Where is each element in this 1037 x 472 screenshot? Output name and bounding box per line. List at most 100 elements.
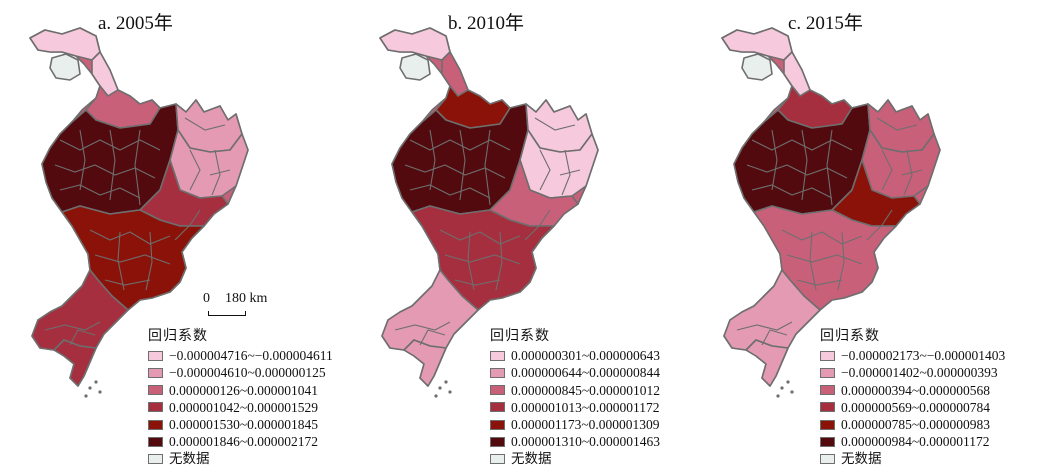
county-boundary xyxy=(404,164,506,179)
legend-swatch xyxy=(490,419,505,430)
legend-item: 0.000000845~0.000001012 xyxy=(490,382,660,399)
legend-item: 0.000000785~0.000000983 xyxy=(820,416,1005,433)
legend-label: 0.000000644~0.000000844 xyxy=(511,365,661,381)
county-boundary xyxy=(534,117,576,131)
legend-items: −0.000004716~−0.000004611 −0.000004610~0.… xyxy=(148,347,333,467)
legend-swatch xyxy=(490,402,505,413)
legend-title: 回归系数 xyxy=(148,329,208,344)
island xyxy=(776,394,780,398)
legend-item: −0.000002173~−0.000001403 xyxy=(820,347,1005,364)
legend-label: 0.000000301~0.000000643 xyxy=(511,348,661,364)
county-boundary xyxy=(69,329,96,346)
legend-items: −0.000002173~−0.000001403 −0.000001402~0.… xyxy=(820,347,1005,467)
legend-item: 0.000001846~0.000002172 xyxy=(148,433,333,450)
legend-2015: 回归系数 −0.000002173~−0.000001403 −0.0000014… xyxy=(820,328,1005,468)
legend-swatch xyxy=(820,436,835,447)
legend-label: 0.000001530~0.000001845 xyxy=(169,416,319,432)
island xyxy=(448,390,452,394)
scale-bar: 0 180 km xyxy=(203,289,283,323)
county-boundary xyxy=(771,129,833,206)
legend-label: −0.000002173~−0.000001403 xyxy=(841,348,1006,364)
legend-label: 0.000000845~0.000001012 xyxy=(511,382,661,398)
island xyxy=(434,394,438,398)
island xyxy=(786,380,790,384)
county-boundary xyxy=(796,279,843,286)
legend-swatch xyxy=(490,385,505,396)
map-regions xyxy=(29,27,249,398)
scale-zero: 0 xyxy=(203,291,210,306)
map-regions xyxy=(379,27,599,398)
county-boundary xyxy=(786,254,863,265)
panel-title: b. 2010年 xyxy=(448,13,525,34)
county-boundary xyxy=(59,184,141,199)
legend-swatch xyxy=(148,436,163,447)
zone-north-corridor xyxy=(783,51,811,97)
legend-swatch xyxy=(490,436,505,447)
zone-north-enclave xyxy=(399,53,431,81)
county-boundary xyxy=(54,164,156,179)
county-boundary xyxy=(409,184,491,199)
zone-peninsula xyxy=(53,339,97,387)
county-boundary xyxy=(524,209,551,241)
legend-swatch xyxy=(820,385,835,396)
county-boundary xyxy=(409,139,511,151)
legend-items: 0.000000301~0.000000643 0.000000644~0.000… xyxy=(490,347,660,467)
legend-swatch xyxy=(490,350,505,361)
legend-label: 0.000000569~0.000000784 xyxy=(841,399,991,415)
legend-label: −0.000004610~0.000000125 xyxy=(169,365,326,381)
island xyxy=(88,386,92,390)
map-2010 xyxy=(379,27,599,398)
county-boundary xyxy=(901,169,923,176)
county-boundary xyxy=(104,279,151,286)
legend-label: 0.000000785~0.000000983 xyxy=(841,416,991,432)
panel-title: a. 2005年 xyxy=(98,13,173,34)
county-boundary xyxy=(781,229,863,245)
legend-label: −0.000001402~0.000000393 xyxy=(841,365,998,381)
island xyxy=(780,386,784,390)
zone-central-east xyxy=(831,159,921,227)
legend-item: 0.000001310~0.000001463 xyxy=(490,433,660,450)
island xyxy=(84,394,88,398)
county-boundary xyxy=(539,149,571,196)
legend-label: 无数据 xyxy=(169,451,210,467)
legend-item: 0.000000301~0.000000643 xyxy=(490,347,660,364)
map-2015 xyxy=(721,27,941,398)
legend-swatch xyxy=(820,419,835,430)
legend-label: 0.000001310~0.000001463 xyxy=(511,434,661,450)
county-boundary xyxy=(94,254,171,265)
zone-north-enclave xyxy=(49,53,81,81)
legend-swatch xyxy=(490,367,505,378)
island xyxy=(790,390,794,394)
legend-swatch xyxy=(820,453,835,464)
legend-swatch xyxy=(820,350,835,361)
legend-label: 0.000001173~0.000001309 xyxy=(511,416,660,432)
legend-item: −0.000001402~0.000000393 xyxy=(820,364,1005,381)
legend-label: 0.000001042~0.000001529 xyxy=(169,399,319,415)
panel-2015: c. 2015年 回归系数 −0.000002173~−0.000001403−… xyxy=(690,0,1037,472)
panel-title: c. 2015年 xyxy=(788,13,863,34)
legend-label: 0.000000126~0.000001041 xyxy=(169,382,319,398)
county-boundary xyxy=(174,209,201,241)
legend-label: −0.000004716~−0.000004611 xyxy=(169,348,333,364)
zone-central-east xyxy=(139,159,229,227)
legend-item: −0.000004610~0.000000125 xyxy=(148,364,333,381)
legend-label: 无数据 xyxy=(511,451,552,467)
panel-2010: b. 2010年 回归系数 0.000000301~0.000000643 0.0… xyxy=(345,0,690,472)
county-boundary xyxy=(559,169,581,176)
county-boundary xyxy=(866,209,893,241)
legend-label: 0.000001846~0.000002172 xyxy=(169,434,319,450)
county-boundary xyxy=(751,139,853,151)
legend-item: 0.000001530~0.000001845 xyxy=(148,416,333,433)
county-boundary xyxy=(761,329,788,346)
zone-central-east xyxy=(489,159,579,227)
county-boundary xyxy=(184,117,226,131)
legend-swatch xyxy=(148,419,163,430)
legend-2005: 回归系数 −0.000004716~−0.000004611 −0.0000046… xyxy=(148,328,333,468)
legend-swatch xyxy=(820,367,835,378)
legend-swatch xyxy=(148,350,163,361)
county-boundary xyxy=(736,321,793,331)
county-boundary xyxy=(809,231,845,291)
zone-north-enclave xyxy=(741,53,773,81)
legend-item: 0.000001013~0.000001172 xyxy=(490,399,660,416)
legend-item: 0.000000984~0.000001172 xyxy=(820,433,1005,450)
